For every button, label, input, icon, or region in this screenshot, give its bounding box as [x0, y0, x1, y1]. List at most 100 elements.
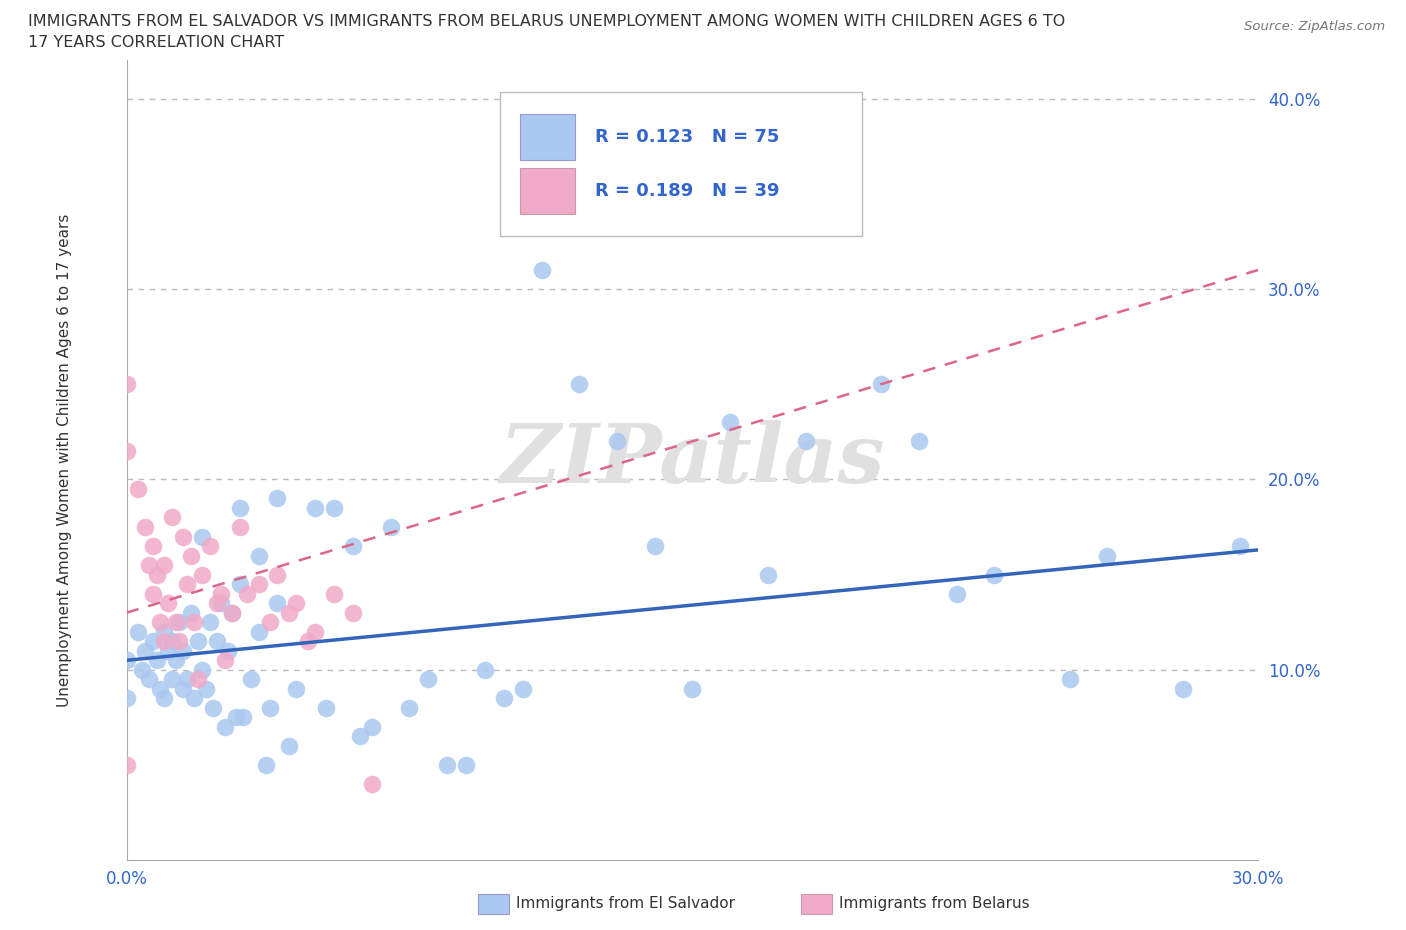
Point	[285, 682, 308, 697]
Point	[236, 586, 259, 601]
Point	[165, 615, 187, 630]
Point	[225, 710, 247, 724]
Point	[259, 700, 281, 715]
Point	[176, 577, 198, 591]
Point	[266, 596, 288, 611]
Point	[172, 682, 194, 697]
Point	[240, 671, 263, 686]
Point	[266, 567, 288, 582]
Point	[183, 691, 205, 706]
Point	[1059, 671, 1081, 686]
Point	[398, 700, 420, 715]
Point	[342, 605, 364, 620]
Point	[870, 377, 893, 392]
Text: Immigrants from Belarus: Immigrants from Belarus	[839, 897, 1031, 911]
Point	[682, 682, 704, 697]
Point	[153, 624, 176, 639]
Point	[165, 653, 187, 668]
Point	[214, 720, 236, 735]
Text: Unemployment Among Women with Children Ages 6 to 17 years: Unemployment Among Women with Children A…	[56, 214, 72, 707]
Point	[297, 634, 319, 649]
Point	[983, 567, 1005, 582]
Point	[277, 738, 299, 753]
Point	[247, 548, 270, 563]
Text: 17 YEARS CORRELATION CHART: 17 YEARS CORRELATION CHART	[28, 35, 284, 50]
Point	[153, 691, 176, 706]
Point	[142, 538, 165, 553]
Point	[474, 662, 496, 677]
Point	[606, 434, 628, 449]
Point	[221, 605, 243, 620]
Point	[214, 653, 236, 668]
Point	[323, 500, 346, 515]
Text: R = 0.123   N = 75: R = 0.123 N = 75	[595, 128, 779, 146]
Point	[718, 415, 741, 430]
Point	[247, 577, 270, 591]
Point	[180, 548, 202, 563]
Text: Immigrants from El Salvador: Immigrants from El Salvador	[516, 897, 735, 911]
Point	[908, 434, 931, 449]
Point	[945, 586, 967, 601]
Point	[349, 729, 371, 744]
Point	[380, 520, 402, 535]
Point	[315, 700, 337, 715]
Point	[277, 605, 299, 620]
Point	[360, 777, 382, 791]
Point	[266, 491, 288, 506]
Point	[153, 558, 176, 573]
Point	[149, 615, 172, 630]
Point	[360, 720, 382, 735]
Point	[115, 377, 138, 392]
Point	[794, 434, 817, 449]
Point	[194, 682, 217, 697]
Point	[259, 615, 281, 630]
Point	[169, 615, 191, 630]
Point	[115, 444, 138, 458]
Point	[228, 500, 252, 515]
FancyBboxPatch shape	[501, 92, 862, 236]
Point	[134, 520, 156, 535]
Point	[180, 605, 202, 620]
Point	[205, 634, 228, 649]
Point	[202, 700, 225, 715]
Text: ZIPatlas: ZIPatlas	[499, 420, 886, 500]
Point	[254, 758, 277, 773]
Point	[127, 482, 149, 497]
Point	[176, 671, 198, 686]
Point	[160, 634, 183, 649]
Point	[115, 758, 138, 773]
Point	[342, 538, 364, 553]
Text: Source: ZipAtlas.com: Source: ZipAtlas.com	[1244, 20, 1385, 33]
Point	[436, 758, 458, 773]
Point	[304, 624, 326, 639]
Point	[127, 624, 149, 639]
FancyBboxPatch shape	[520, 167, 575, 214]
Point	[1097, 548, 1119, 563]
Point	[644, 538, 666, 553]
Point	[191, 662, 214, 677]
Point	[115, 653, 138, 668]
Text: R = 0.189   N = 39: R = 0.189 N = 39	[595, 182, 779, 200]
Point	[1229, 538, 1251, 553]
Point	[323, 586, 346, 601]
Point	[285, 596, 308, 611]
Point	[221, 605, 243, 620]
Point	[228, 577, 252, 591]
Point	[304, 500, 326, 515]
Point	[187, 671, 209, 686]
Point	[512, 682, 534, 697]
Point	[138, 558, 160, 573]
Point	[198, 615, 221, 630]
Point	[153, 634, 176, 649]
Point	[1171, 682, 1194, 697]
Point	[172, 529, 194, 544]
Point	[131, 662, 153, 677]
Point	[209, 596, 232, 611]
Point	[198, 538, 221, 553]
Point	[183, 615, 205, 630]
Point	[157, 596, 180, 611]
Point	[217, 644, 239, 658]
Point	[115, 691, 138, 706]
Point	[138, 671, 160, 686]
Point	[756, 567, 779, 582]
